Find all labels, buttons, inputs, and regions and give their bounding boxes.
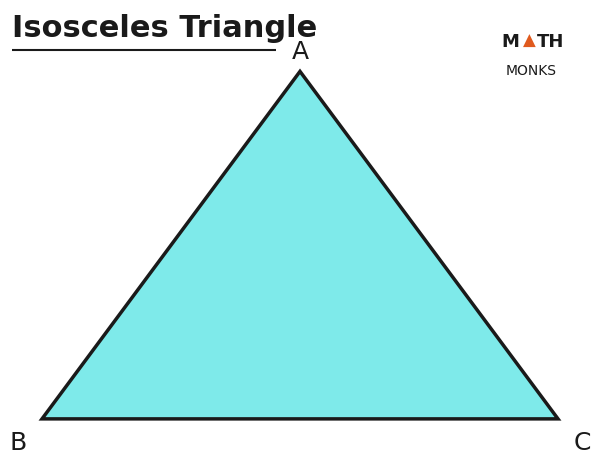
Polygon shape <box>42 71 558 419</box>
Text: A: A <box>292 40 308 64</box>
Text: MONKS: MONKS <box>505 64 557 78</box>
Text: C: C <box>574 431 590 455</box>
Text: ▲: ▲ <box>523 32 536 50</box>
Text: M: M <box>501 33 519 51</box>
Text: TH: TH <box>536 33 564 51</box>
Text: B: B <box>10 431 26 455</box>
Text: Isosceles Triangle: Isosceles Triangle <box>12 14 317 43</box>
